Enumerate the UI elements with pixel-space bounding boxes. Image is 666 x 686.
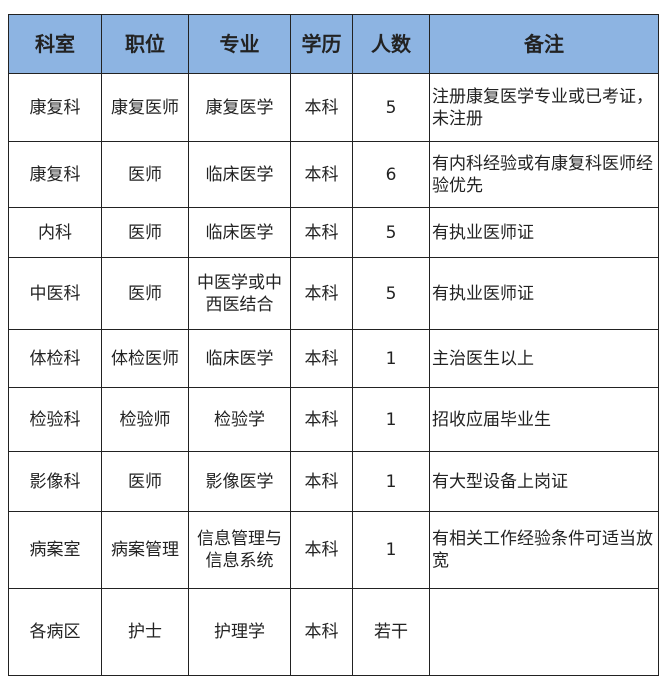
cell-major: 临床医学 bbox=[188, 207, 291, 258]
header-row: 科室 职位 专业 学历 人数 备注 bbox=[8, 14, 659, 74]
table-row: 内科 医师 临床医学 本科 5 有执业医师证 bbox=[8, 207, 659, 258]
cell-position: 医师 bbox=[101, 257, 189, 330]
cell-notes: 注册康复医学专业或已考证，未注册 bbox=[429, 73, 659, 142]
recruitment-table: 科室 职位 专业 学历 人数 备注 康复科 康复医师 康复医学 本科 5 注册康复医学专业… bbox=[8, 14, 659, 676]
header-notes: 备注 bbox=[429, 14, 659, 74]
cell-notes: 有大型设备上岗证 bbox=[429, 451, 659, 512]
cell-notes: 有执业医师证 bbox=[429, 257, 659, 330]
cell-notes: 招收应届毕业生 bbox=[429, 387, 659, 452]
cell-position: 医师 bbox=[101, 141, 189, 208]
table-row: 中医科 医师 中医学或中西医结合 本科 5 有执业医师证 bbox=[8, 257, 659, 330]
cell-department: 康复科 bbox=[8, 141, 102, 208]
cell-major: 康复医学 bbox=[188, 73, 291, 142]
table-row: 康复科 医师 临床医学 本科 6 有内科经验或有康复科医师经验优先 bbox=[8, 141, 659, 208]
cell-count: 1 bbox=[352, 387, 430, 452]
cell-major: 检验学 bbox=[188, 387, 291, 452]
cell-count: 6 bbox=[352, 141, 430, 208]
header-education: 学历 bbox=[290, 14, 353, 74]
cell-count: 5 bbox=[352, 207, 430, 258]
cell-education: 本科 bbox=[290, 207, 353, 258]
cell-education: 本科 bbox=[290, 451, 353, 512]
cell-major: 护理学 bbox=[188, 588, 291, 676]
header-position: 职位 bbox=[101, 14, 189, 74]
cell-education: 本科 bbox=[290, 257, 353, 330]
cell-major: 影像医学 bbox=[188, 451, 291, 512]
cell-count: 1 bbox=[352, 451, 430, 512]
cell-department: 各病区 bbox=[8, 588, 102, 676]
cell-count: 1 bbox=[352, 329, 430, 388]
cell-position: 病案管理 bbox=[101, 511, 189, 589]
cell-education: 本科 bbox=[290, 588, 353, 676]
header-department: 科室 bbox=[8, 14, 102, 74]
table-row: 影像科 医师 影像医学 本科 1 有大型设备上岗证 bbox=[8, 451, 659, 512]
cell-notes bbox=[429, 588, 659, 676]
table-row: 各病区 护士 护理学 本科 若干 bbox=[8, 588, 659, 676]
cell-count: 5 bbox=[352, 257, 430, 330]
cell-count: 5 bbox=[352, 73, 430, 142]
cell-department: 内科 bbox=[8, 207, 102, 258]
table-row: 康复科 康复医师 康复医学 本科 5 注册康复医学专业或已考证，未注册 bbox=[8, 73, 659, 142]
cell-department: 病案室 bbox=[8, 511, 102, 589]
cell-department: 体检科 bbox=[8, 329, 102, 388]
cell-major: 信息管理与信息系统 bbox=[188, 511, 291, 589]
cell-position: 检验师 bbox=[101, 387, 189, 452]
cell-position: 医师 bbox=[101, 207, 189, 258]
cell-notes: 有相关工作经验条件可适当放宽 bbox=[429, 511, 659, 589]
cell-department: 检验科 bbox=[8, 387, 102, 452]
cell-major: 临床医学 bbox=[188, 329, 291, 388]
cell-position: 医师 bbox=[101, 451, 189, 512]
header-count: 人数 bbox=[352, 14, 430, 74]
cell-department: 中医科 bbox=[8, 257, 102, 330]
cell-notes: 主治医生以上 bbox=[429, 329, 659, 388]
table-row: 体检科 体检医师 临床医学 本科 1 主治医生以上 bbox=[8, 329, 659, 388]
cell-position: 康复医师 bbox=[101, 73, 189, 142]
table-row: 检验科 检验师 检验学 本科 1 招收应届毕业生 bbox=[8, 387, 659, 452]
cell-count: 1 bbox=[352, 511, 430, 589]
cell-education: 本科 bbox=[290, 387, 353, 452]
header-major: 专业 bbox=[188, 14, 291, 74]
cell-education: 本科 bbox=[290, 141, 353, 208]
cell-major: 临床医学 bbox=[188, 141, 291, 208]
cell-position: 体检医师 bbox=[101, 329, 189, 388]
cell-notes: 有执业医师证 bbox=[429, 207, 659, 258]
cell-count: 若干 bbox=[352, 588, 430, 676]
cell-position: 护士 bbox=[101, 588, 189, 676]
cell-major: 中医学或中西医结合 bbox=[188, 257, 291, 330]
cell-education: 本科 bbox=[290, 73, 353, 142]
cell-notes: 有内科经验或有康复科医师经验优先 bbox=[429, 141, 659, 208]
cell-education: 本科 bbox=[290, 511, 353, 589]
cell-department: 康复科 bbox=[8, 73, 102, 142]
cell-education: 本科 bbox=[290, 329, 353, 388]
cell-department: 影像科 bbox=[8, 451, 102, 512]
table-row: 病案室 病案管理 信息管理与信息系统 本科 1 有相关工作经验条件可适当放宽 bbox=[8, 511, 659, 589]
